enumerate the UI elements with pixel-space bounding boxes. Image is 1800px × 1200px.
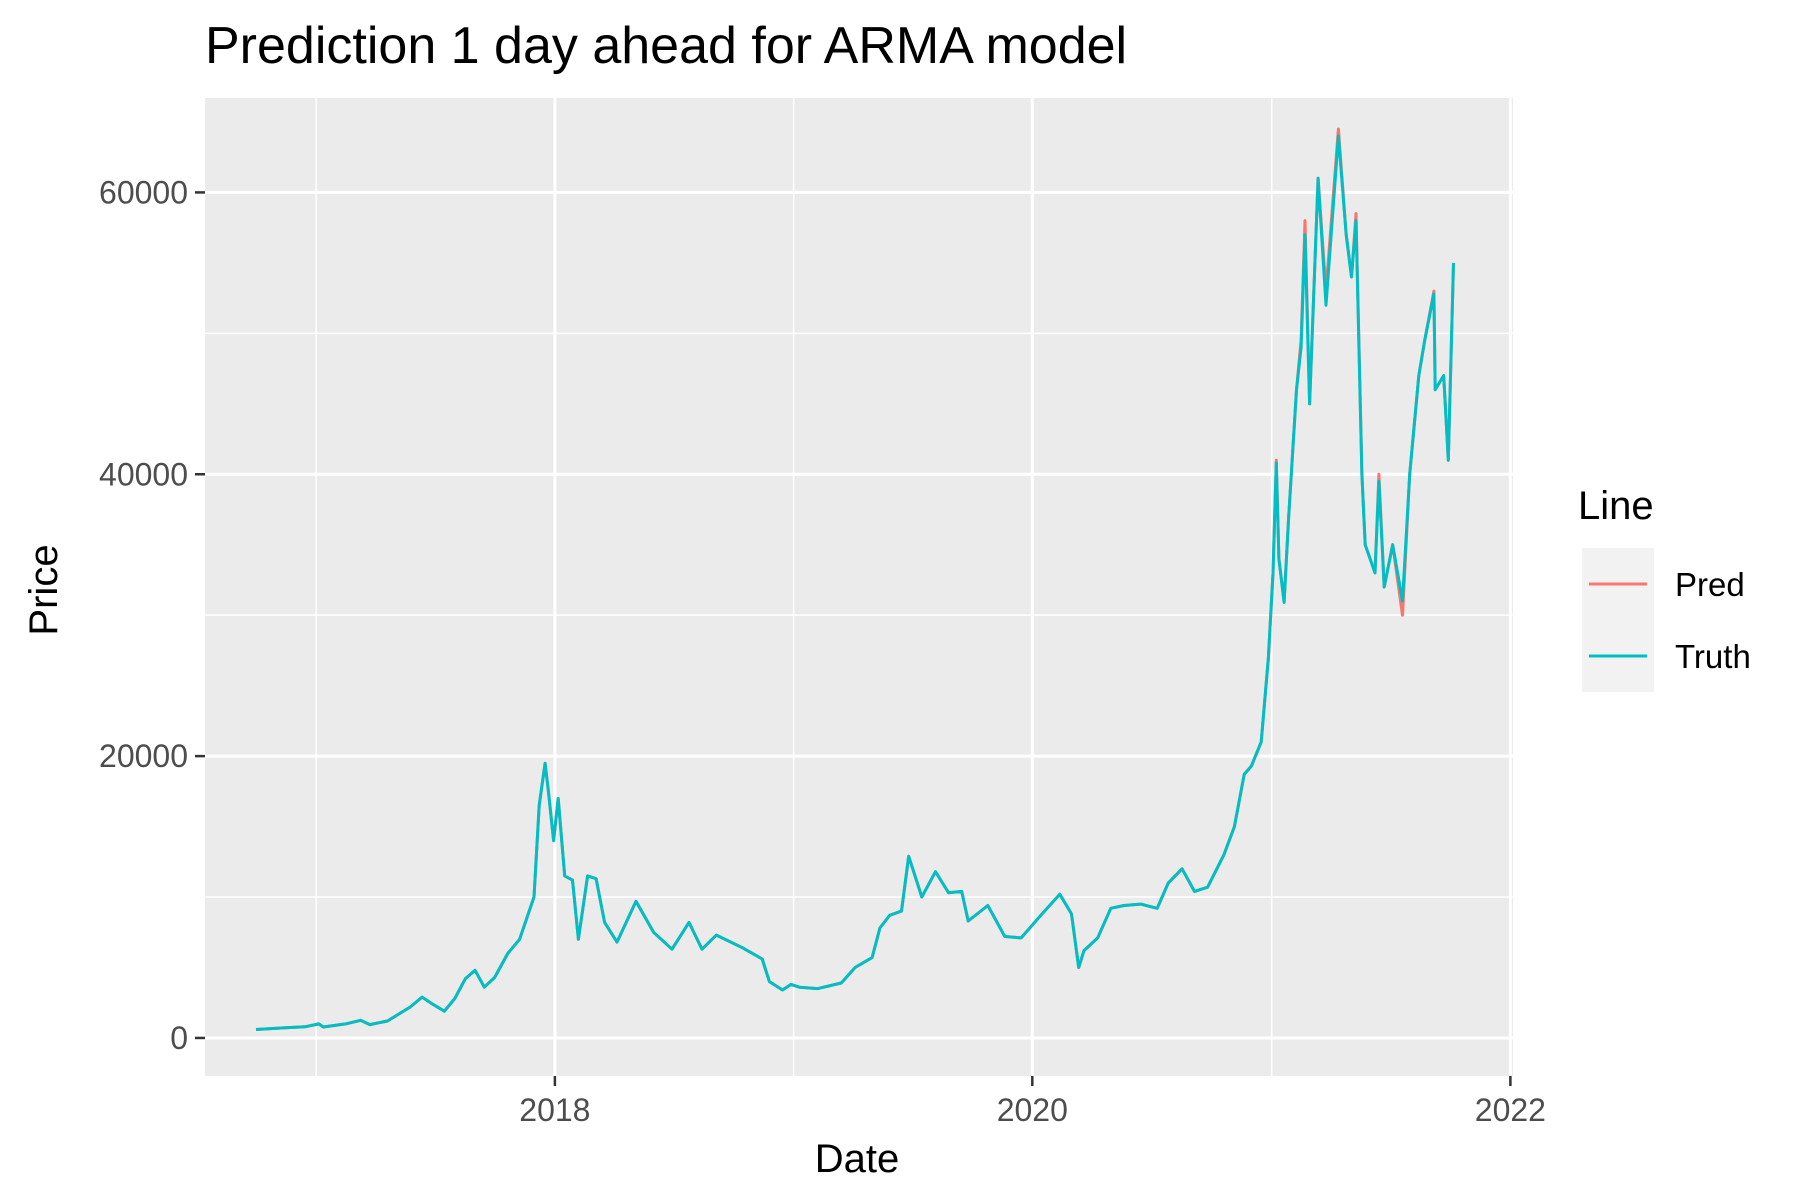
legend-label-truth: Truth [1675,638,1751,675]
grid-major [205,98,1513,1076]
legend-title: Line [1578,484,1654,528]
plot-panel [205,98,1513,1076]
legend-keys-background [1582,548,1654,692]
x-axis: 2018 2020 2022 [519,1076,1546,1128]
chart-title: Prediction 1 day ahead for ARMA model [205,17,1127,75]
series-layer [255,127,1455,1031]
x-tick-label: 2022 [1475,1092,1546,1128]
x-axis-title: Date [815,1137,900,1181]
x-tick-label: 2018 [519,1092,590,1128]
series-line-truth [255,134,1455,1031]
y-tick-label: 60000 [99,174,188,210]
y-tick-label: 0 [170,1020,188,1056]
y-tick-label: 20000 [99,738,188,774]
y-tick-label: 40000 [99,456,188,492]
x-tick-label: 2020 [997,1092,1068,1128]
legend: Line Pred Truth [1578,484,1751,692]
legend-label-pred: Pred [1675,566,1745,603]
y-axis: 0 20000 40000 60000 [99,174,205,1056]
y-axis-title: Price [22,544,66,635]
